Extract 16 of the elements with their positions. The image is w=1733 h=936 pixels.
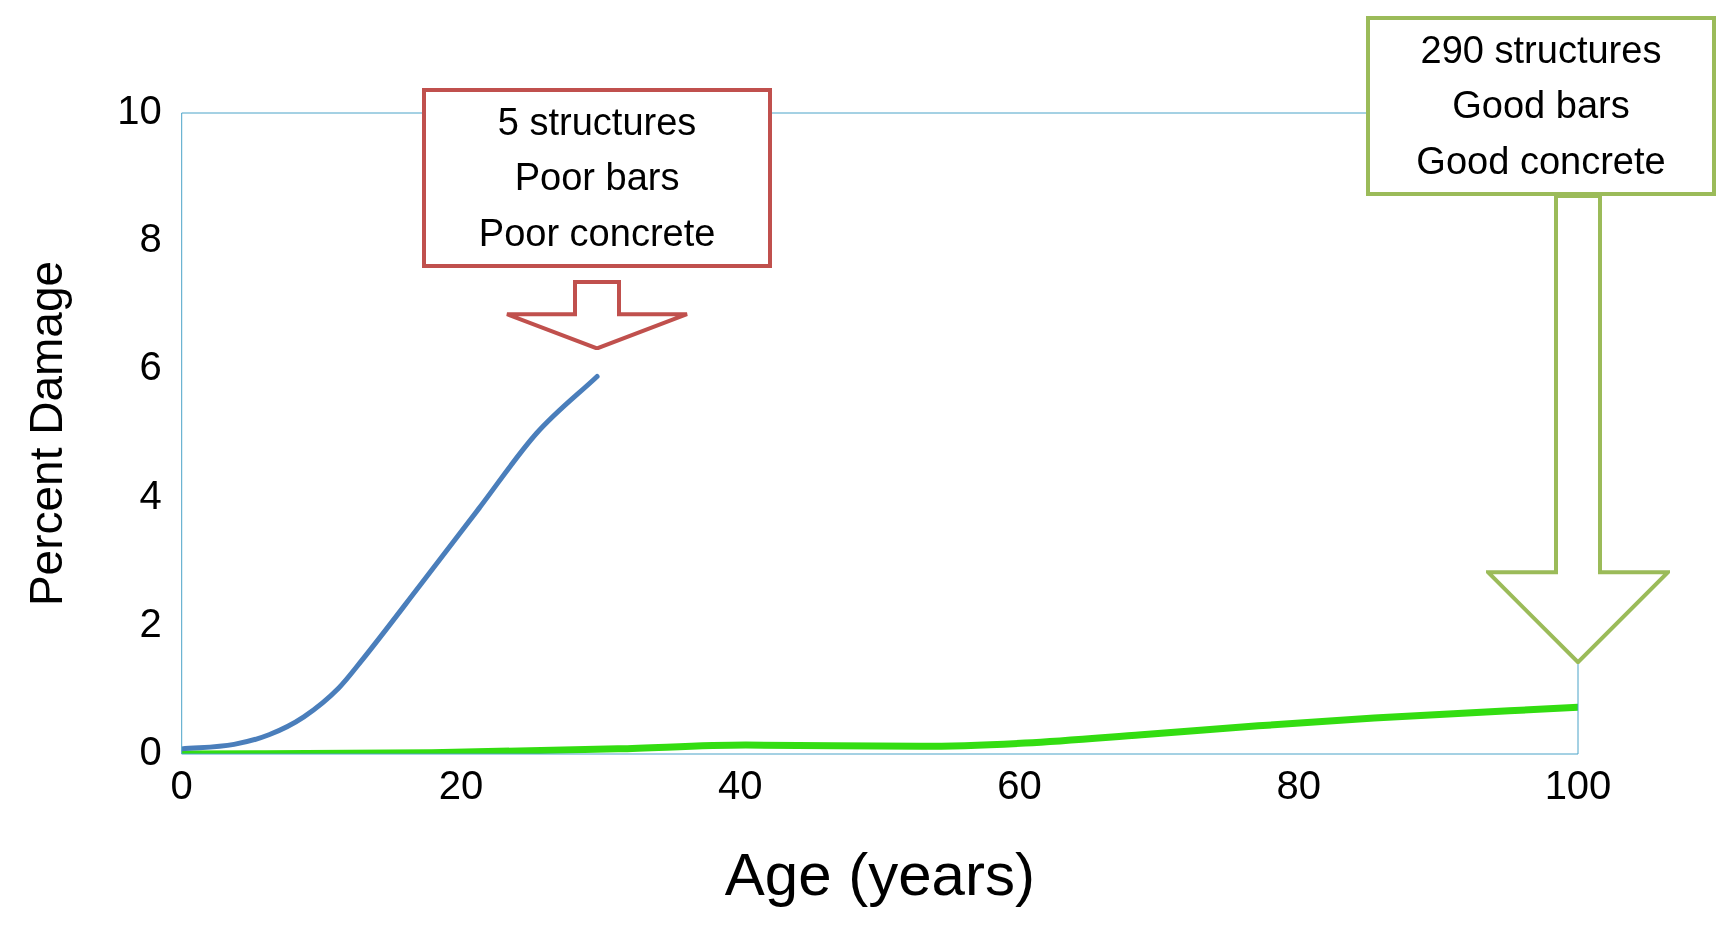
x-axis-title: Age (years) [724,840,1035,908]
x-tick-label: 0 [170,763,193,808]
y-tick-label: 4 [139,472,162,517]
y-tick-label: 6 [139,344,162,389]
y-tick-label: 10 [117,88,162,133]
x-tick-label: 20 [438,763,484,808]
annotation: 5 structures Poor bars Poor concrete [422,88,773,268]
annotation: 290 structures Good bars Good concrete [1366,16,1716,196]
x-tick-label: 40 [717,763,763,808]
y-axis-title: Percent Damage [20,260,73,607]
y-tick-label: 2 [139,600,162,645]
x-tick-label: 80 [1276,763,1321,808]
y-tick-label: 0 [139,729,162,774]
y-tick-label: 8 [139,216,162,261]
x-tick-label: 60 [997,763,1042,808]
x-tick-label: 100 [1544,763,1612,808]
